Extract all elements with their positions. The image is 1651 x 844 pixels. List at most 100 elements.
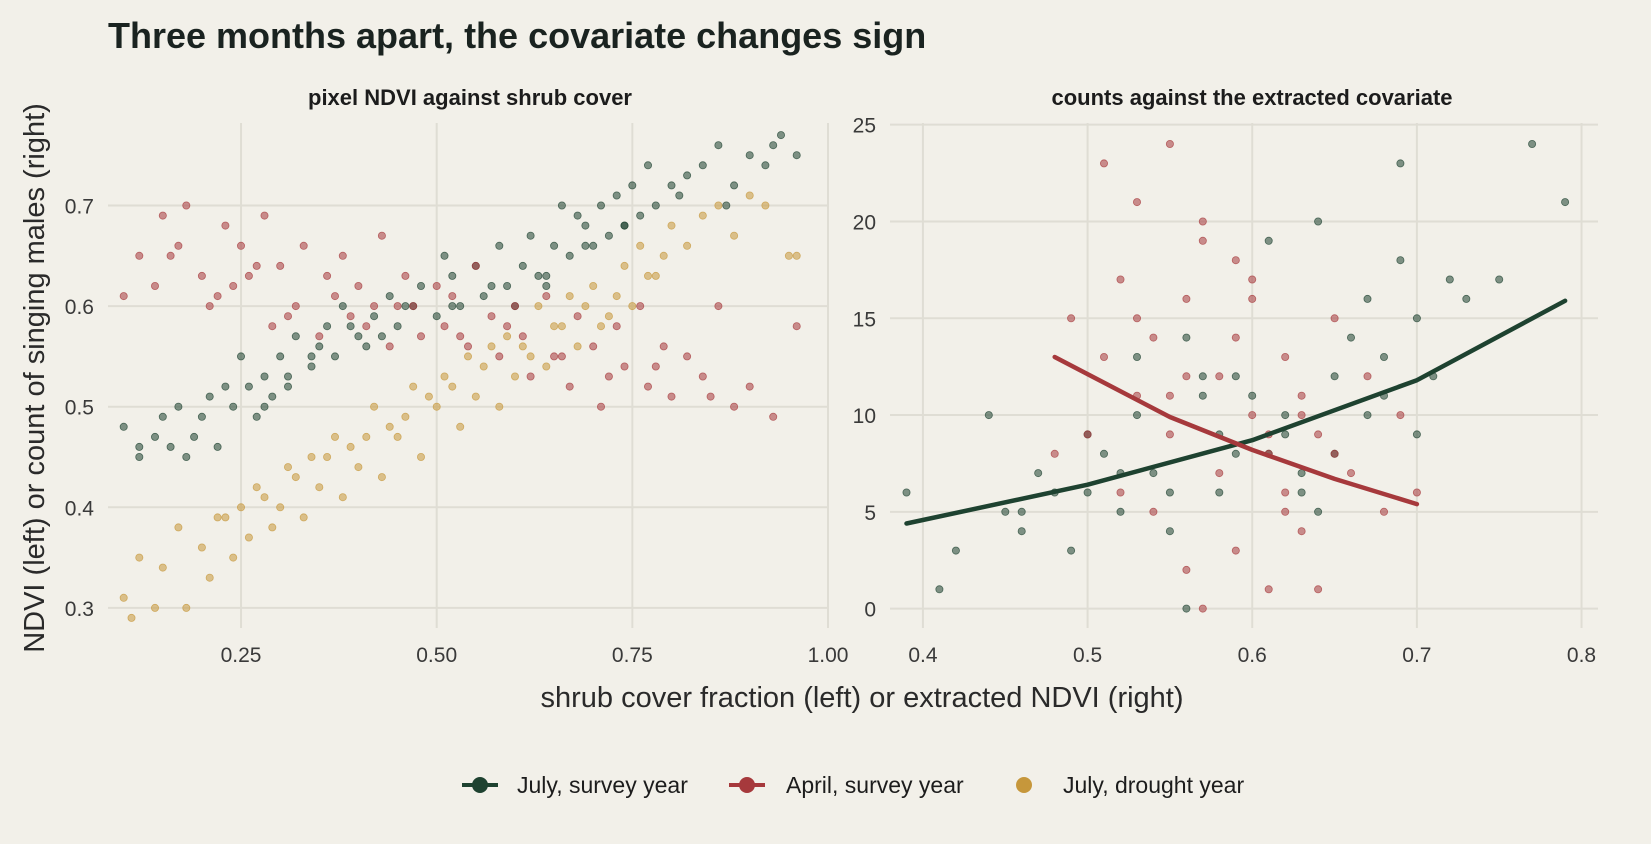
data-point	[792, 151, 801, 160]
data-point	[174, 523, 183, 532]
data-point	[745, 151, 754, 160]
data-point	[951, 546, 960, 555]
data-point	[1034, 469, 1043, 478]
data-point	[119, 422, 128, 431]
data-point	[1363, 294, 1372, 303]
data-point	[385, 342, 394, 351]
data-point	[236, 352, 245, 361]
data-point	[416, 281, 425, 290]
data-point	[385, 292, 394, 301]
data-point	[1067, 314, 1076, 323]
panel-left-points	[119, 131, 801, 622]
data-point	[291, 302, 300, 311]
data-point	[1100, 159, 1109, 168]
legend-label-april-survey: April, survey year	[786, 772, 964, 798]
legend-key-point-july-survey	[472, 777, 488, 793]
data-point	[182, 452, 191, 461]
data-point	[268, 322, 277, 331]
data-point	[706, 392, 715, 401]
data-point	[416, 332, 425, 341]
data-point	[651, 271, 660, 280]
data-point	[636, 302, 645, 311]
data-point	[636, 241, 645, 250]
data-point	[1198, 604, 1207, 613]
data-point	[612, 322, 621, 331]
data-point	[495, 402, 504, 411]
data-point	[495, 352, 504, 361]
data-point	[448, 292, 457, 301]
data-point	[1363, 411, 1372, 420]
data-point	[714, 302, 723, 311]
data-point	[612, 191, 621, 200]
data-point	[777, 131, 786, 140]
data-point	[166, 442, 175, 451]
chart-title: Three months apart, the covariate change…	[108, 15, 926, 56]
data-point	[370, 312, 379, 321]
data-point	[456, 302, 465, 311]
data-point	[628, 302, 637, 311]
data-point	[557, 322, 566, 331]
data-point	[644, 271, 653, 280]
data-point	[620, 362, 629, 371]
data-point	[323, 271, 332, 280]
data-point	[1297, 411, 1306, 420]
data-point	[542, 281, 551, 290]
data-point	[416, 452, 425, 461]
panel-right-fits	[904, 298, 1568, 526]
data-point	[902, 488, 911, 497]
data-point	[518, 332, 527, 341]
data-point	[244, 382, 253, 391]
data-point	[197, 412, 206, 421]
data-point	[597, 402, 606, 411]
data-point	[1248, 391, 1257, 400]
data-point	[158, 412, 167, 421]
data-point	[1067, 546, 1076, 555]
data-point	[1363, 372, 1372, 381]
data-point	[315, 342, 324, 351]
data-point	[346, 442, 355, 451]
data-point	[299, 241, 308, 250]
data-point	[573, 312, 582, 321]
data-point	[1248, 411, 1257, 420]
data-point	[761, 201, 770, 210]
data-point	[330, 432, 339, 441]
data-point	[597, 201, 606, 210]
data-point	[330, 292, 339, 301]
data-point	[1182, 372, 1191, 381]
data-point	[604, 372, 613, 381]
data-point	[761, 161, 770, 170]
data-point	[1297, 488, 1306, 497]
data-point	[135, 251, 144, 260]
data-point	[440, 372, 449, 381]
data-point	[730, 181, 739, 190]
data-point	[1281, 430, 1290, 439]
data-point	[1314, 585, 1323, 594]
data-point	[338, 493, 347, 502]
data-point	[1264, 585, 1273, 594]
data-point	[260, 372, 269, 381]
x-tick-label: 1.00	[808, 644, 849, 667]
panel-left: pixel NDVI against shrub cover 0.25 0.50 0…	[65, 85, 849, 667]
data-point	[150, 603, 159, 612]
data-point	[550, 352, 559, 361]
data-point	[323, 322, 332, 331]
data-point	[260, 402, 269, 411]
data-point	[283, 372, 292, 381]
data-point	[542, 271, 551, 280]
data-point	[1050, 449, 1059, 458]
data-point	[158, 211, 167, 220]
data-point	[229, 553, 238, 562]
data-point	[448, 271, 457, 280]
data-point	[534, 302, 543, 311]
data-point	[448, 382, 457, 391]
data-point	[518, 342, 527, 351]
data-point	[456, 422, 465, 431]
data-point	[565, 292, 574, 301]
data-point	[526, 372, 535, 381]
legend-label-july-survey: July, survey year	[517, 772, 688, 798]
data-point	[229, 402, 238, 411]
panel-right: counts against the extracted covariate 0…	[853, 85, 1598, 667]
data-point	[182, 201, 191, 210]
data-point	[1297, 469, 1306, 478]
